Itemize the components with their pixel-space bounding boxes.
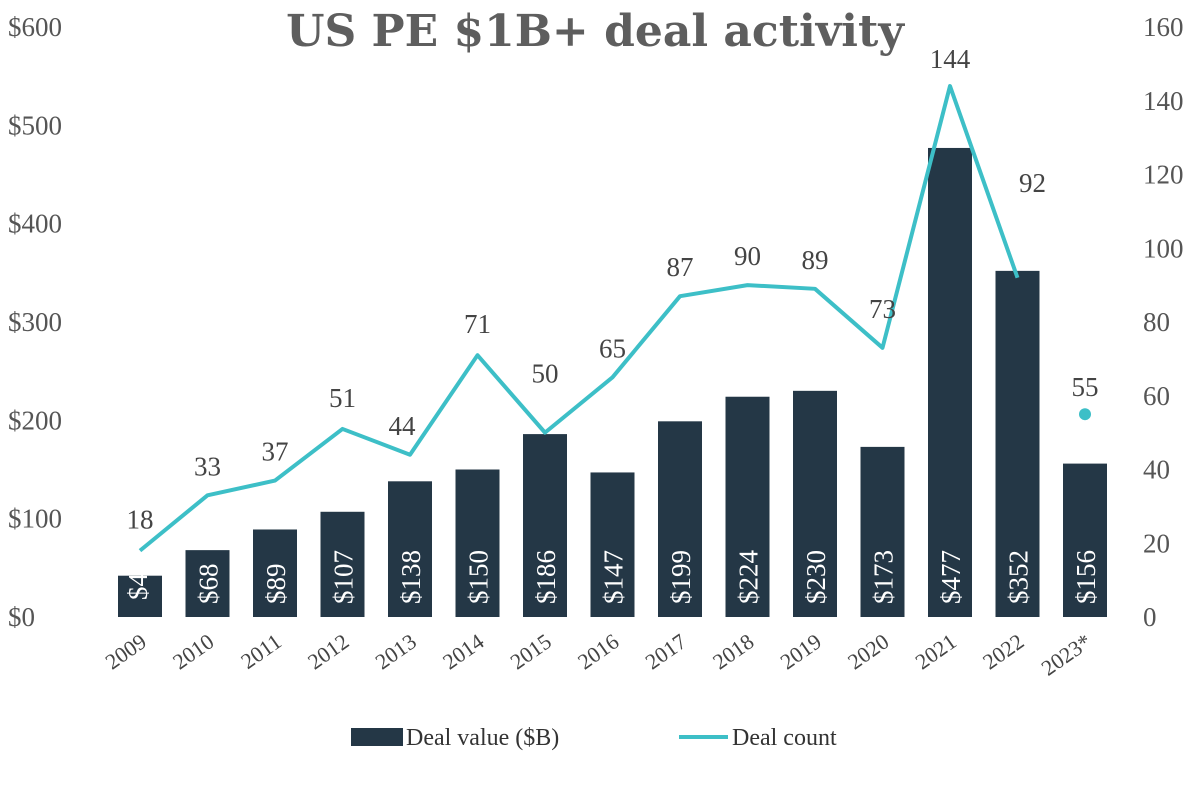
- deal-count-label: 37: [262, 437, 289, 467]
- x-axis-label: 2016: [573, 629, 623, 675]
- bar: [118, 575, 162, 617]
- bar: [590, 472, 635, 617]
- bar-value-label: $42: [123, 560, 153, 601]
- bar-value-label: $147: [599, 550, 629, 604]
- deal-count-label: 90: [734, 241, 761, 271]
- deal-count-label: 144: [930, 44, 971, 74]
- deal-count-label: 65: [599, 333, 626, 363]
- right-axis-tick-label: 100: [1143, 233, 1184, 263]
- bar: [320, 511, 365, 617]
- bar-value-label: $68: [194, 564, 224, 605]
- bar: [928, 147, 972, 617]
- x-axis-label: 2021: [910, 629, 960, 675]
- x-axis-label: 2013: [370, 629, 420, 675]
- right-axis: 0 20 40 60 80 100 120 140 160: [1143, 12, 1184, 632]
- bar: [388, 481, 432, 617]
- deal-count-label: 87: [667, 252, 694, 282]
- bar: [455, 469, 500, 617]
- x-axis-label: 2014: [438, 629, 488, 675]
- bar-value-label: $107: [329, 550, 359, 604]
- deal-count-label: 18: [127, 505, 154, 535]
- right-axis-tick-label: 60: [1143, 381, 1170, 411]
- bar-value-label: $156: [1071, 550, 1101, 604]
- x-axis-label: 2022: [978, 629, 1028, 675]
- left-axis-tick-label: $200: [8, 405, 62, 435]
- x-axis-label: 2019: [775, 629, 825, 675]
- line-layer: 18 33 37 51 44 71 50 65 87 90 89 73 144 92 55: [127, 44, 1099, 553]
- deal-count-label: 73: [869, 294, 896, 324]
- bar-value-label: $173: [869, 550, 899, 604]
- bar-value-label: $352: [1004, 550, 1034, 604]
- bar: [253, 529, 297, 617]
- legend-swatch-deal-value: [351, 728, 403, 746]
- bar: [860, 446, 905, 617]
- left-axis-tick-label: $0: [8, 602, 35, 632]
- chart-title: US PE $1B+ deal activity: [286, 6, 904, 57]
- left-axis-tick-label: $400: [8, 209, 62, 239]
- deal-count-label: 92: [1019, 168, 1046, 198]
- deal-count-label: 33: [194, 451, 221, 481]
- deal-count-label: 51: [329, 383, 356, 413]
- bar-value-label: $224: [734, 550, 764, 605]
- bar-value-label: $138: [396, 550, 426, 604]
- legend: Deal value ($B) Deal count: [351, 725, 837, 751]
- bar-value-label: $199: [666, 550, 696, 604]
- deal-count-line: [138, 84, 1020, 553]
- deal-count-label: 71: [464, 309, 491, 339]
- x-axis-label: 2017: [640, 629, 690, 675]
- x-axis-label: 2011: [236, 629, 286, 674]
- right-axis-tick-label: 140: [1143, 86, 1184, 116]
- left-axis-tick-label: $100: [8, 504, 62, 534]
- x-axis-label: 2012: [303, 629, 353, 675]
- deal-count-label: 50: [532, 359, 559, 389]
- bar: [1063, 463, 1107, 617]
- bar-value-label: $186: [531, 550, 561, 604]
- x-axis-labels: 2009 2010 2011 2012 2013 2014 2015 2016 2017 2018…: [100, 629, 1095, 681]
- x-axis-label: 2023*: [1036, 629, 1095, 681]
- bar-value-label: $150: [464, 550, 494, 604]
- bar-value-label: $477: [936, 550, 966, 604]
- x-axis-label: 2015: [505, 629, 555, 675]
- legend-label-deal-count: Deal count: [732, 725, 837, 751]
- x-axis-label: 2009: [100, 629, 150, 675]
- right-axis-tick-label: 80: [1143, 307, 1170, 337]
- x-axis-label: 2018: [708, 629, 758, 675]
- bar: [185, 550, 230, 617]
- bar-value-label: $230: [801, 550, 831, 604]
- deal-count-label: 55: [1072, 372, 1099, 402]
- bar: [725, 396, 770, 617]
- bars-layer: $42 $68 $89 $107 $138 $150 $186 $147 $199 $224 $23…: [118, 147, 1107, 617]
- left-axis-tick-label: $300: [8, 307, 62, 337]
- right-axis-tick-label: 0: [1143, 602, 1157, 632]
- deal-count-point: [1079, 408, 1091, 421]
- deal-count-label: 44: [389, 411, 417, 441]
- right-axis-tick-label: 20: [1143, 528, 1170, 558]
- bar: [995, 270, 1040, 617]
- x-axis-label: 2010: [168, 629, 218, 675]
- left-axis: $0 $100 $200 $300 $400 $500 $600: [8, 12, 62, 632]
- bar-value-label: $89: [261, 564, 291, 605]
- x-axis-label: 2020: [843, 629, 893, 675]
- legend-label-deal-value: Deal value ($B): [406, 725, 559, 751]
- bar: [523, 434, 567, 617]
- right-axis-tick-label: 120: [1143, 160, 1184, 190]
- bar: [793, 390, 837, 617]
- right-axis-tick-label: 40: [1143, 455, 1170, 485]
- deal-count-label: 89: [802, 245, 829, 275]
- left-axis-tick-label: $600: [8, 12, 62, 42]
- left-axis-tick-label: $500: [8, 110, 62, 140]
- right-axis-tick-label: 160: [1143, 12, 1184, 42]
- bar: [658, 421, 702, 617]
